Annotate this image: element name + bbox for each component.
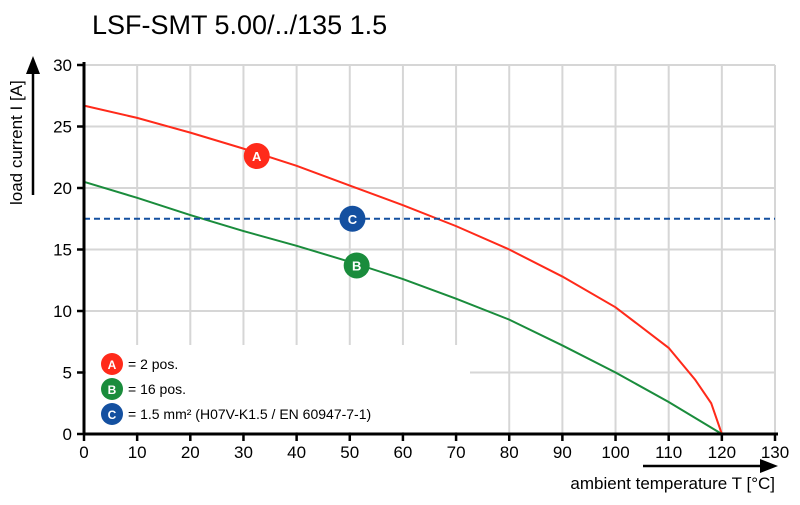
y-tick-label: 15 bbox=[53, 241, 72, 260]
x-tick-label: 30 bbox=[234, 443, 253, 462]
y-axis-label: load current I [A] bbox=[7, 80, 26, 205]
series-markers: A B C bbox=[243, 143, 370, 279]
x-tick-label: 100 bbox=[601, 443, 629, 462]
legend-marker-b bbox=[101, 378, 123, 400]
legend-marker-a bbox=[101, 353, 123, 375]
legend-marker-letter: A bbox=[108, 358, 117, 372]
x-tick-label: 40 bbox=[287, 443, 306, 462]
marker-letter: A bbox=[252, 149, 262, 164]
axes: 0 10 20 30 40 50 60 70 80 90 100 110 120 130 0 5 10 15 20 2… bbox=[53, 56, 789, 462]
marker-letter: C bbox=[348, 212, 358, 227]
y-tick-label: 30 bbox=[53, 56, 72, 75]
x-tick-label: 130 bbox=[761, 443, 789, 462]
series-marker-b: B bbox=[343, 252, 370, 279]
y-tick-label: 20 bbox=[53, 179, 72, 198]
y-axis-arrow-icon bbox=[26, 56, 40, 195]
x-tick-label: 120 bbox=[708, 443, 736, 462]
x-tick-label: 90 bbox=[553, 443, 572, 462]
legend-entry-text: = 1.5 mm² (H07V-K1.5 / EN 60947-7-1) bbox=[128, 406, 371, 422]
legend-marker-letter: B bbox=[108, 383, 117, 397]
x-tick-label: 80 bbox=[500, 443, 519, 462]
series-line-b bbox=[83, 180, 723, 435]
x-tick-label: 110 bbox=[655, 443, 682, 462]
series-marker-c: C bbox=[339, 205, 366, 232]
legend-box bbox=[86, 345, 470, 432]
x-tick-label: 20 bbox=[181, 443, 200, 462]
series-marker-a: A bbox=[243, 143, 270, 170]
legend-marker-letter: C bbox=[108, 408, 117, 422]
x-tick-label: 60 bbox=[393, 443, 412, 462]
legend-entry-text: = 2 pos. bbox=[128, 356, 178, 372]
legend-entry-text: = 16 pos. bbox=[128, 381, 186, 397]
y-tick-label: 25 bbox=[53, 118, 72, 137]
marker-letter: B bbox=[352, 258, 361, 273]
legend-marker-c bbox=[101, 403, 123, 425]
x-axis-arrow-icon bbox=[643, 459, 778, 473]
legend: A = 2 pos. B = 16 pos. C = 1.5 mm² (H07V-K1.5… bbox=[86, 345, 470, 432]
x-tick-label: 0 bbox=[79, 443, 88, 462]
series-line-a bbox=[83, 104, 723, 435]
series-lines bbox=[83, 104, 775, 435]
marker-circle bbox=[243, 143, 270, 170]
marker-circle bbox=[343, 252, 370, 279]
y-tick-label: 0 bbox=[63, 425, 72, 444]
x-axis-label: ambient temperature T [°C] bbox=[570, 474, 775, 493]
marker-circle bbox=[339, 205, 366, 232]
x-tick-label: 50 bbox=[340, 443, 359, 462]
chart-title: LSF-SMT 5.00/../135 1.5 bbox=[92, 10, 387, 40]
y-tick-label: 5 bbox=[63, 364, 72, 383]
x-tick-label: 10 bbox=[128, 443, 147, 462]
y-tick-label: 10 bbox=[53, 302, 72, 321]
x-tick-label: 70 bbox=[447, 443, 466, 462]
